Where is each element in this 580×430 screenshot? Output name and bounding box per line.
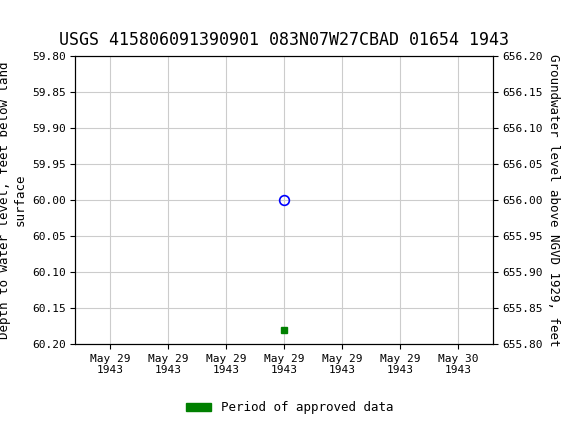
Title: USGS 415806091390901 083N07W27CBAD 01654 1943: USGS 415806091390901 083N07W27CBAD 01654… <box>59 31 509 49</box>
Text: ≋ USGS: ≋ USGS <box>12 8 77 26</box>
Y-axis label: Depth to water level, feet below land
surface: Depth to water level, feet below land su… <box>0 61 26 339</box>
Legend: Period of approved data: Period of approved data <box>181 396 399 419</box>
Y-axis label: Groundwater level above NGVD 1929, feet: Groundwater level above NGVD 1929, feet <box>547 54 560 346</box>
